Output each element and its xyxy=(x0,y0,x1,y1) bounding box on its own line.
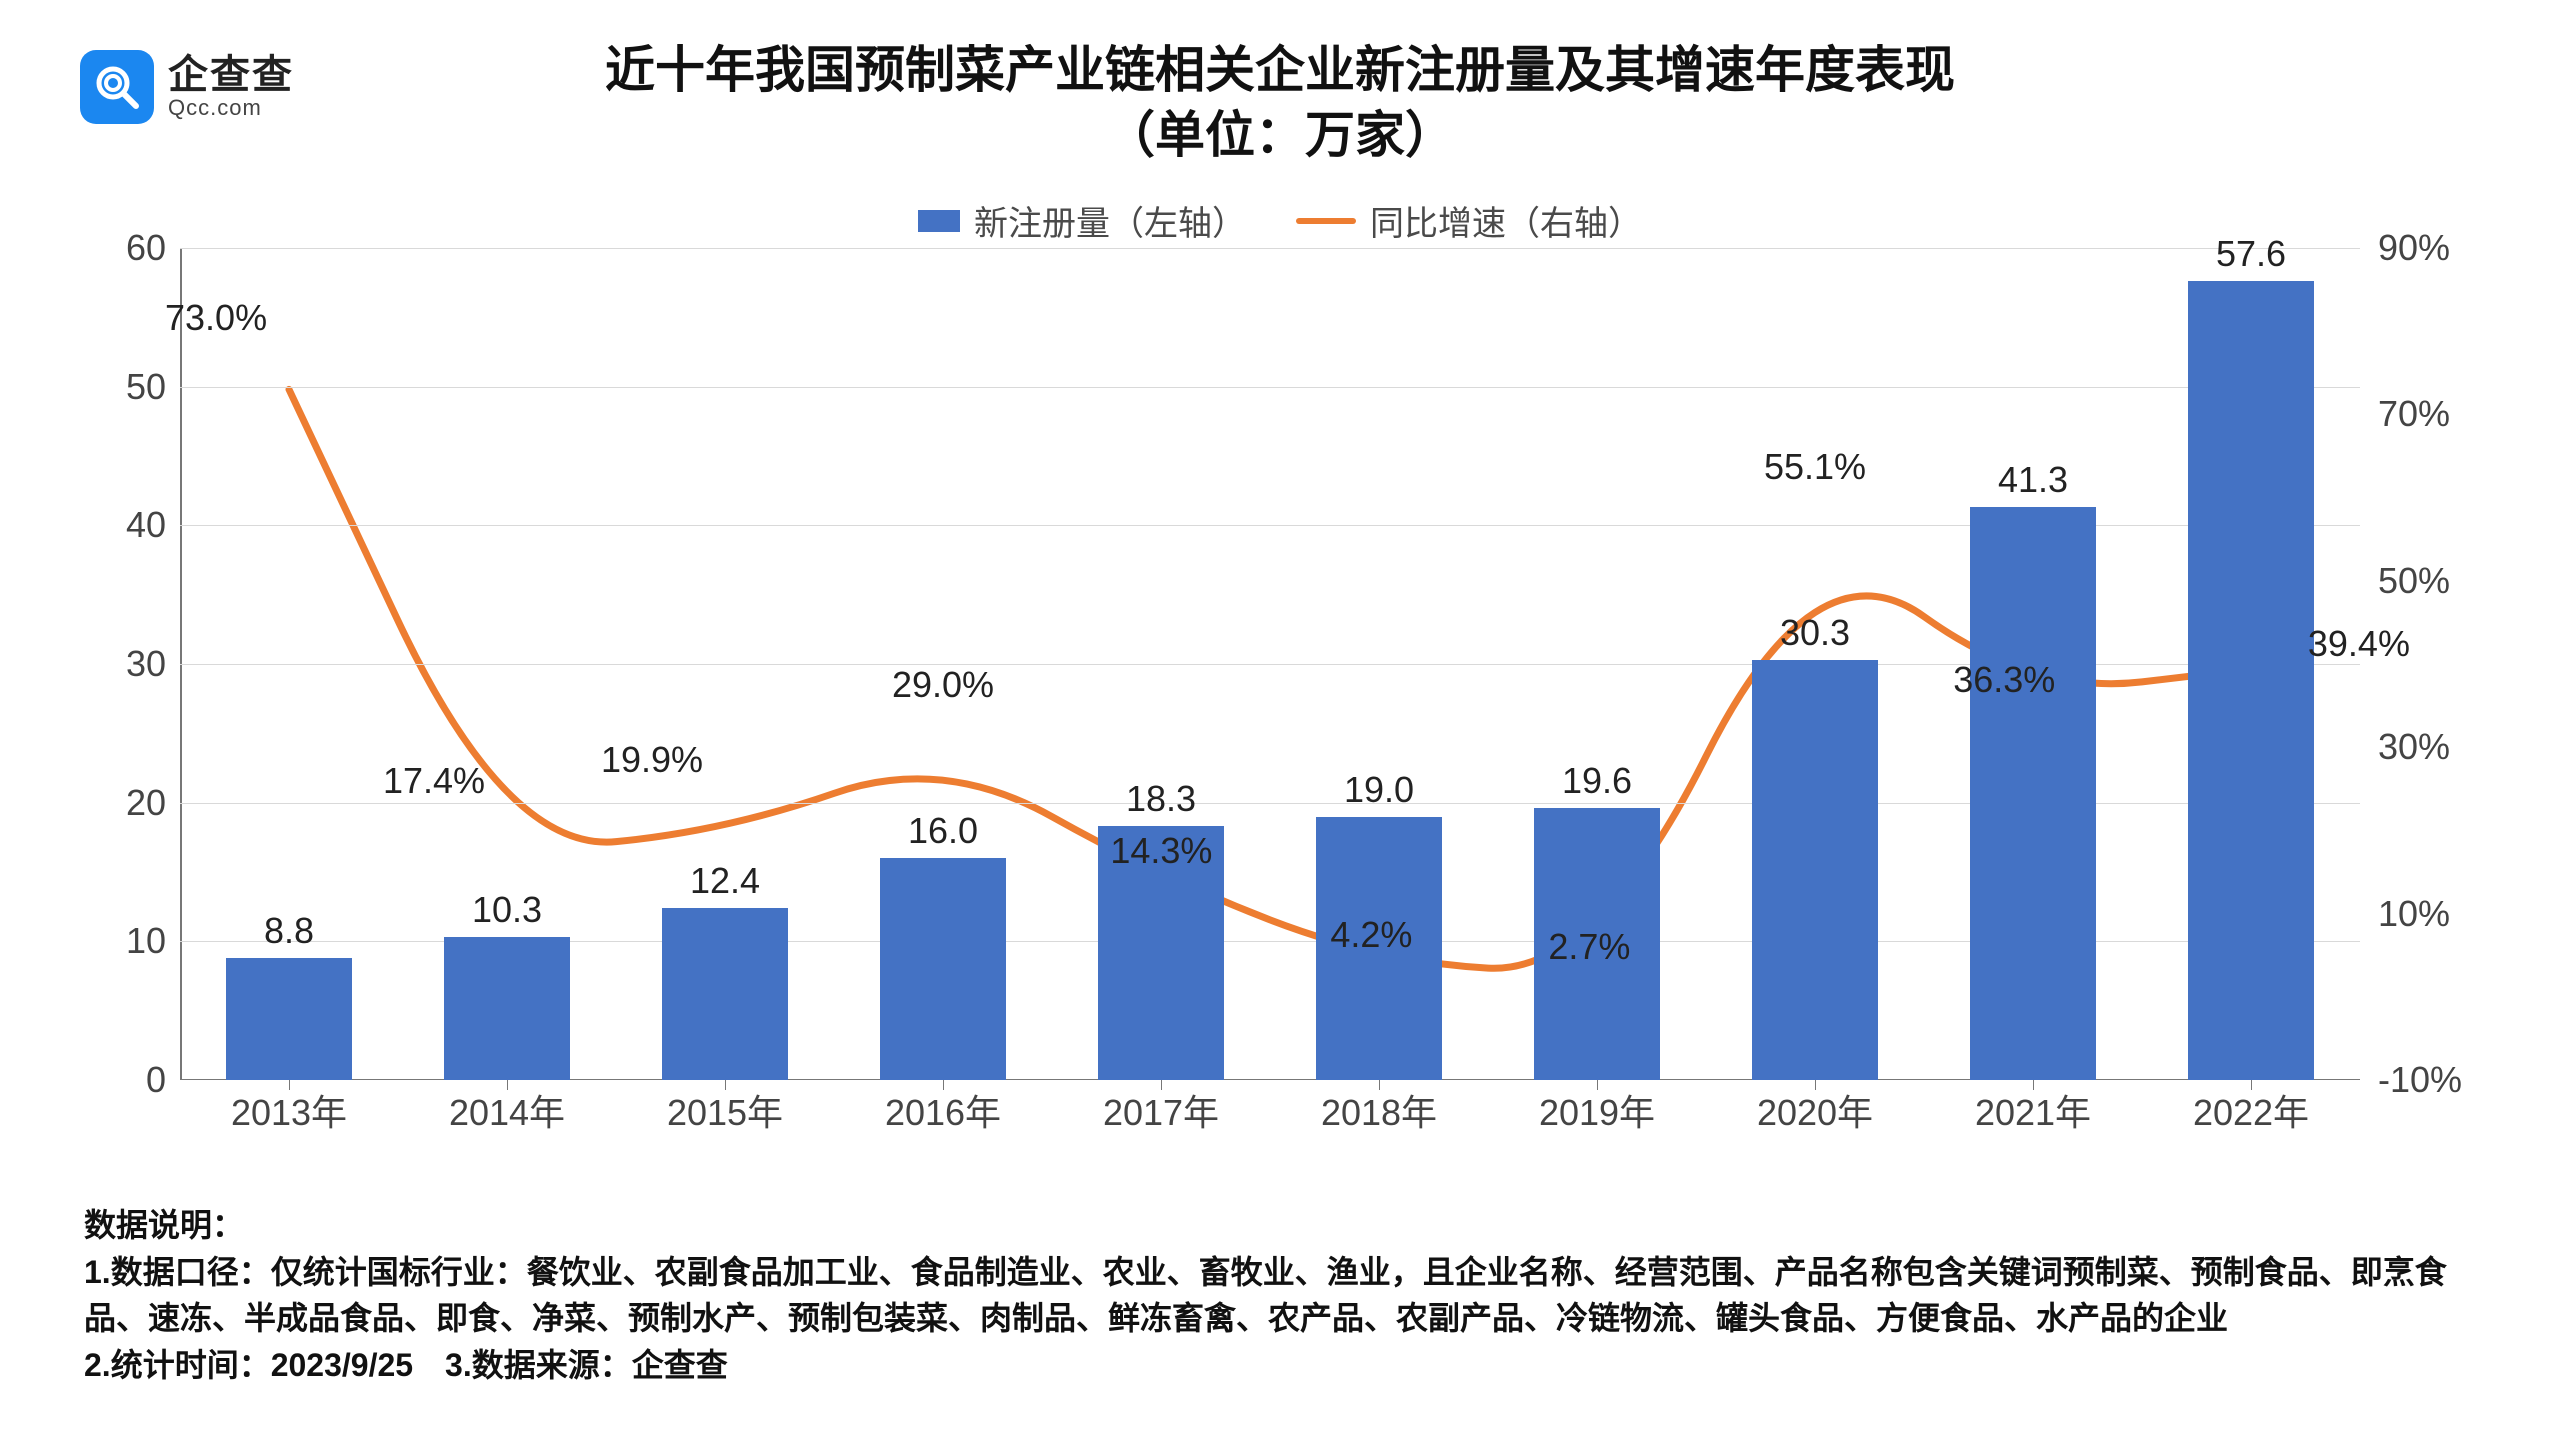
bar-value-label: 30.3 xyxy=(1780,612,1850,654)
legend-line-swatch xyxy=(1296,218,1356,224)
chart-area: 0102030405060-10%10%30%50%70%90%2013年8.8… xyxy=(90,248,2470,1140)
bar xyxy=(1752,660,1878,1080)
title-line2: （单位：万家） xyxy=(1105,107,1455,163)
gridline xyxy=(180,387,2360,388)
xtick-label: 2018年 xyxy=(1321,1084,1437,1136)
xtick-label: 2016年 xyxy=(885,1084,1001,1136)
ytick-left: 10 xyxy=(126,920,166,962)
ytick-left: 50 xyxy=(126,366,166,408)
legend-bar-label: 新注册量（左轴） xyxy=(974,196,1246,245)
xtick-label: 2022年 xyxy=(2193,1084,2309,1136)
line-value-label: 19.9% xyxy=(601,739,703,781)
bar xyxy=(880,858,1006,1080)
xtick-label: 2020年 xyxy=(1757,1084,1873,1136)
legend-line: 同比增速（右轴） xyxy=(1296,196,1642,245)
legend: 新注册量（左轴） 同比增速（右轴） xyxy=(0,196,2560,245)
line-value-label: 29.0% xyxy=(892,664,994,706)
bar-value-label: 16.0 xyxy=(908,810,978,852)
bar xyxy=(662,908,788,1080)
line-value-label: 17.4% xyxy=(383,760,485,802)
bar-value-label: 12.4 xyxy=(690,860,760,902)
line-value-label: 39.4% xyxy=(2308,623,2410,665)
legend-bar: 新注册量（左轴） xyxy=(918,196,1246,245)
xtick-label: 2013年 xyxy=(231,1084,347,1136)
ytick-right: 10% xyxy=(2378,893,2450,935)
line-value-label: 4.2% xyxy=(1330,914,1412,956)
ytick-right: -10% xyxy=(2378,1059,2462,1101)
xtick-label: 2017年 xyxy=(1103,1084,1219,1136)
bar xyxy=(2188,281,2314,1080)
ytick-right: 90% xyxy=(2378,227,2450,269)
bar xyxy=(226,958,352,1080)
bar-value-label: 41.3 xyxy=(1998,459,2068,501)
line-value-label: 2.7% xyxy=(1548,926,1630,968)
gridline xyxy=(180,248,2360,249)
ytick-left: 20 xyxy=(126,782,166,824)
notes-line1: 1.数据口径：仅统计国标行业：餐饮业、农副食品加工业、食品制造业、农业、畜牧业、… xyxy=(84,1249,2476,1342)
line-value-label: 73.0% xyxy=(165,297,267,339)
ytick-left: 40 xyxy=(126,504,166,546)
plot-area: 0102030405060-10%10%30%50%70%90%2013年8.8… xyxy=(180,248,2360,1080)
bar-value-label: 10.3 xyxy=(472,889,542,931)
ytick-right: 50% xyxy=(2378,560,2450,602)
line-value-label: 55.1% xyxy=(1764,446,1866,488)
bar xyxy=(444,937,570,1080)
bar-value-label: 19.6 xyxy=(1562,760,1632,802)
legend-line-label: 同比增速（右轴） xyxy=(1370,196,1642,245)
bar-value-label: 19.0 xyxy=(1344,769,1414,811)
notes-header: 数据说明： xyxy=(84,1202,2476,1248)
xtick-label: 2015年 xyxy=(667,1084,783,1136)
notes-line2: 2.统计时间：2023/9/25 3.数据来源：企查查 xyxy=(84,1342,2476,1388)
chart-title: 近十年我国预制菜产业链相关企业新注册量及其增速年度表现 （单位：万家） xyxy=(0,38,2560,168)
data-notes: 数据说明： 1.数据口径：仅统计国标行业：餐饮业、农副食品加工业、食品制造业、农… xyxy=(84,1202,2476,1388)
title-line1: 近十年我国预制菜产业链相关企业新注册量及其增速年度表现 xyxy=(605,42,1955,98)
legend-bar-swatch xyxy=(918,210,960,232)
bar xyxy=(1970,507,2096,1080)
xtick-label: 2019年 xyxy=(1539,1084,1655,1136)
ytick-right: 30% xyxy=(2378,726,2450,768)
bar-value-label: 8.8 xyxy=(264,910,314,952)
xtick-label: 2021年 xyxy=(1975,1084,2091,1136)
bar-value-label: 18.3 xyxy=(1126,778,1196,820)
line-value-label: 36.3% xyxy=(1953,659,2055,701)
ytick-right: 70% xyxy=(2378,393,2450,435)
ytick-left: 30 xyxy=(126,643,166,685)
xtick-label: 2014年 xyxy=(449,1084,565,1136)
line-value-label: 14.3% xyxy=(1110,830,1212,872)
ytick-left: 0 xyxy=(146,1059,166,1101)
bar-value-label: 57.6 xyxy=(2216,233,2286,275)
ytick-left: 60 xyxy=(126,227,166,269)
